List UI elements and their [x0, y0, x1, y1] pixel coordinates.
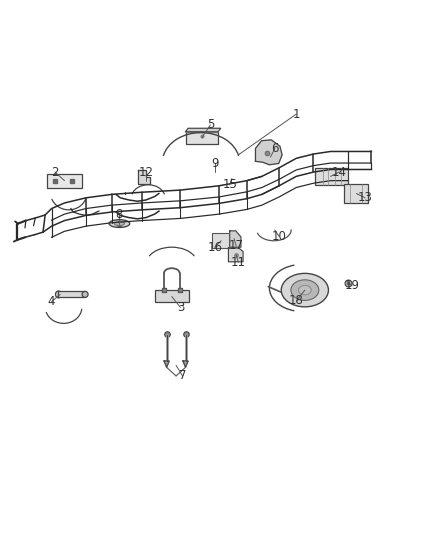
Ellipse shape [109, 220, 130, 228]
Text: 6: 6 [271, 142, 279, 155]
FancyBboxPatch shape [47, 174, 81, 188]
Text: 16: 16 [207, 241, 222, 254]
FancyBboxPatch shape [186, 132, 218, 144]
Text: 9: 9 [211, 157, 219, 170]
Polygon shape [183, 361, 188, 367]
FancyBboxPatch shape [212, 233, 230, 248]
Text: 7: 7 [179, 369, 186, 383]
Polygon shape [186, 128, 221, 132]
Ellipse shape [298, 285, 311, 295]
Text: 13: 13 [357, 191, 372, 204]
FancyBboxPatch shape [155, 289, 189, 302]
Ellipse shape [281, 273, 328, 307]
Polygon shape [164, 361, 169, 367]
FancyBboxPatch shape [58, 292, 85, 297]
Text: 15: 15 [223, 179, 237, 191]
Text: 19: 19 [345, 279, 360, 292]
Text: 17: 17 [229, 239, 244, 253]
Text: 18: 18 [289, 294, 304, 308]
Ellipse shape [291, 280, 319, 301]
Text: 3: 3 [177, 301, 184, 314]
Text: 8: 8 [116, 208, 123, 222]
Text: 12: 12 [138, 166, 154, 179]
FancyBboxPatch shape [315, 168, 348, 185]
FancyBboxPatch shape [344, 184, 368, 203]
Text: 4: 4 [48, 295, 55, 308]
Text: 14: 14 [332, 166, 347, 179]
Text: 2: 2 [51, 166, 59, 179]
Text: 11: 11 [231, 256, 246, 269]
Polygon shape [138, 171, 150, 184]
Text: 10: 10 [272, 230, 286, 243]
Ellipse shape [114, 222, 124, 225]
Text: 5: 5 [207, 118, 214, 131]
Ellipse shape [56, 291, 61, 298]
Polygon shape [230, 231, 241, 247]
Text: 1: 1 [293, 108, 300, 120]
Polygon shape [255, 140, 282, 165]
Polygon shape [229, 248, 243, 262]
Ellipse shape [82, 292, 88, 297]
